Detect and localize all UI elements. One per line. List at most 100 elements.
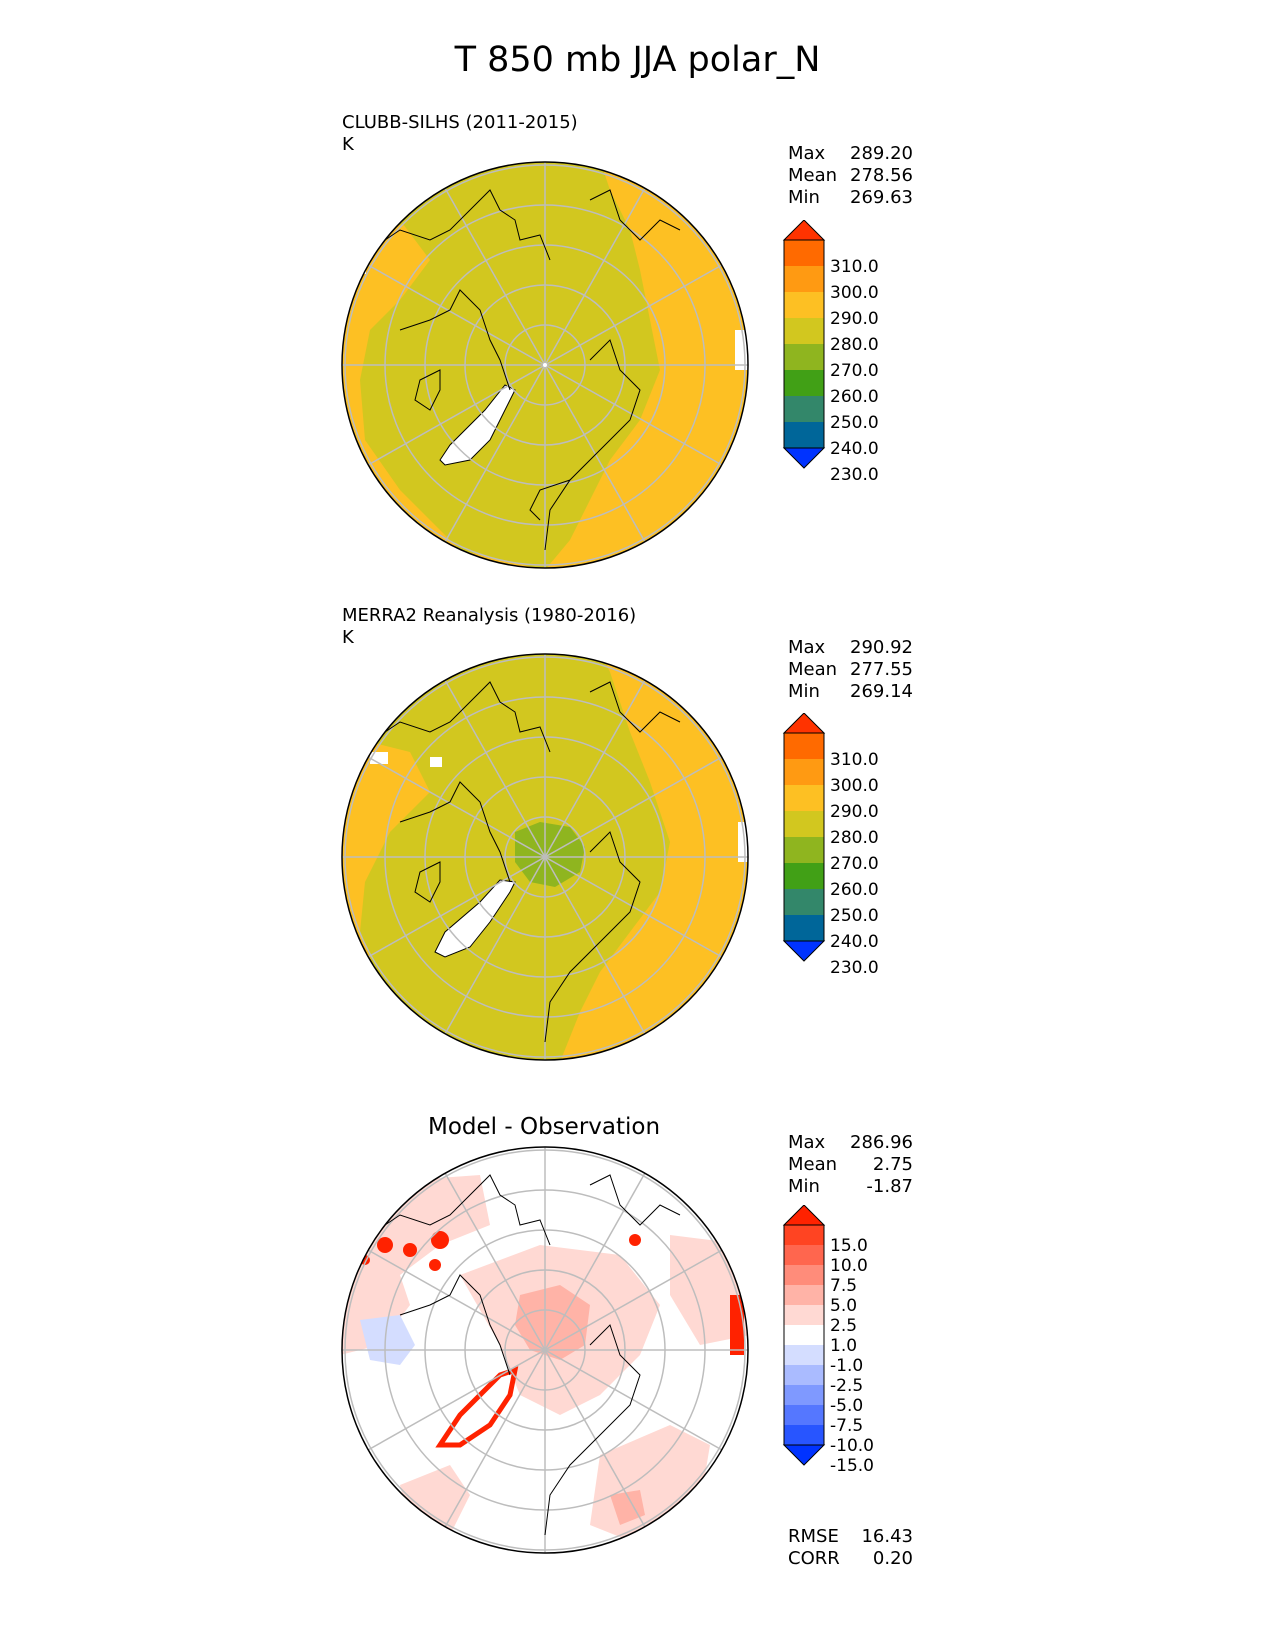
metric-value: 16.43	[861, 1526, 913, 1547]
colorbar-tick-label: 270.0	[830, 361, 879, 381]
panel3-map	[341, 1146, 749, 1554]
colorbar-segment	[784, 1425, 824, 1445]
colorbar-tick-label: 310.0	[830, 750, 879, 770]
panel1-colorbar: 310.0 300.0 290.0 280.0 270.0 260.0 250.0 240.0…	[782, 220, 879, 485]
colorbar-tick-label: -10.0	[830, 1436, 874, 1456]
colorbar-segment	[784, 1405, 824, 1425]
stat-value: 286.96	[850, 1132, 913, 1153]
colorbar-segment	[784, 344, 824, 370]
stat-value: -1.87	[866, 1176, 913, 1197]
colorbar-tick-label: 280.0	[830, 828, 879, 848]
colorbar-tick-label: -5.0	[830, 1396, 863, 1416]
panel2-stats: Max 290.92 Mean 277.55 Min 269.14	[788, 637, 913, 703]
diff-light-blue	[360, 1315, 415, 1365]
colorbar-tick-label: 290.0	[830, 309, 879, 329]
colorbar-segment	[784, 889, 824, 915]
stat-value: 289.20	[850, 143, 913, 164]
panel1-label: CLUBB-SILHS (2011-2015)	[342, 112, 578, 133]
panel2-map	[341, 653, 749, 1061]
colorbar-segment	[784, 1385, 824, 1405]
stat-label: Min	[788, 1176, 820, 1197]
colorbar-segment	[784, 370, 824, 396]
colorbar-extend-top	[782, 713, 826, 734]
colorbar-segment	[784, 759, 824, 785]
blank-patch	[430, 757, 442, 767]
stat-value: 269.14	[850, 681, 913, 702]
panel3-stats: Max 286.96 Mean 2.75 Min -1.87	[788, 1132, 913, 1198]
stat-value: 278.56	[850, 165, 913, 186]
panel1-units: K	[342, 134, 354, 155]
colorbar-segment	[784, 292, 824, 318]
colorbar-segment	[784, 785, 824, 811]
blank-patch	[738, 822, 748, 862]
diff-medium-red	[610, 1490, 645, 1525]
colorbar-segment	[784, 1325, 824, 1345]
colorbar-tick-label: 1.0	[830, 1336, 857, 1356]
stat-label: Min	[788, 187, 820, 208]
colorbar-segment	[784, 266, 824, 292]
figure-title: T 850 mb JJA polar_N	[454, 40, 821, 80]
colorbar-segment	[784, 1225, 824, 1245]
colorbar-segment	[784, 915, 824, 941]
metric-label: RMSE	[788, 1526, 839, 1547]
stat-label: Min	[788, 681, 820, 702]
blank-patch	[370, 752, 388, 764]
stat-label: Mean	[788, 1154, 838, 1175]
colorbar-frame	[783, 239, 825, 449]
colorbar-segment	[784, 1285, 824, 1305]
colorbar-tick-label: 5.0	[830, 1296, 857, 1316]
colorbar-extend-bottom	[782, 940, 826, 962]
colorbar-segment	[784, 811, 824, 837]
colorbar-tick-label: 300.0	[830, 283, 879, 303]
colorbar-tick-label: -2.5	[830, 1376, 863, 1396]
colorbar-tick-label: 280.0	[830, 335, 879, 355]
panel1-map	[341, 161, 749, 569]
colorbar-extend-top	[782, 220, 826, 241]
stat-value: 277.55	[850, 659, 913, 680]
colorbar-segment	[784, 318, 824, 344]
colorbar-tick-label: 230.0	[830, 465, 879, 485]
colorbar-segment	[784, 1305, 824, 1325]
colorbar-tick-label: 260.0	[830, 880, 879, 900]
stat-value: 269.63	[850, 187, 913, 208]
greenland-blank	[439, 384, 516, 466]
colorbar-segment	[784, 1265, 824, 1285]
colorbar-tick-label: 2.5	[830, 1316, 857, 1336]
colorbar-segment	[784, 837, 824, 863]
colorbar-tick-label: -15.0	[830, 1456, 874, 1476]
metric-label: CORR	[788, 1548, 840, 1569]
colorbar-segment	[784, 422, 824, 448]
panel2-units: K	[342, 627, 354, 648]
colorbar-tick-label: 290.0	[830, 802, 879, 822]
colorbar-tick-label: 240.0	[830, 932, 879, 952]
stat-label: Mean	[788, 165, 838, 186]
colorbar-extend-top	[782, 1205, 826, 1226]
panel3-metrics: RMSE 16.43 CORR 0.20	[788, 1526, 913, 1570]
greenland-blank	[434, 879, 516, 958]
colorbar-tick-label: 10.0	[830, 1256, 868, 1276]
colorbar-extend-bottom	[782, 447, 826, 469]
panel2-colorbar: 310.0 300.0 290.0 280.0 270.0 260.0 250.0 240.0…	[782, 713, 879, 978]
colorbar-segment	[784, 396, 824, 422]
colorbar-segment	[784, 1245, 824, 1265]
colorbar-frame	[783, 1224, 825, 1446]
colorbar-tick-label: -7.5	[830, 1416, 863, 1436]
stat-label: Mean	[788, 659, 838, 680]
colorbar-tick-label: 270.0	[830, 854, 879, 874]
stat-label: Max	[788, 143, 826, 164]
colorbar-tick-label: 7.5	[830, 1276, 857, 1296]
stat-value: 290.92	[850, 637, 913, 658]
colorbar-tick-label: 230.0	[830, 958, 879, 978]
metric-value: 0.20	[872, 1548, 913, 1569]
stat-value: 2.75	[872, 1154, 913, 1175]
colorbar-segment	[784, 863, 824, 889]
diff-strong-red	[730, 1295, 744, 1355]
stat-label: Max	[788, 637, 826, 658]
panel1-stats: Max 289.20 Mean 278.56 Min 269.63	[788, 143, 913, 209]
colorbar-tick-label: -1.0	[830, 1356, 863, 1376]
panel2-label: MERRA2 Reanalysis (1980-2016)	[342, 605, 637, 626]
panel3-colorbar: 15.010.07.55.02.51.0-1.0-2.5-5.0-7.5-10.…	[782, 1205, 874, 1476]
colorbar-tick-label: 15.0	[830, 1236, 868, 1256]
panel3-label: Model - Observation	[428, 1114, 661, 1140]
colorbar-tick-label: 250.0	[830, 906, 879, 926]
